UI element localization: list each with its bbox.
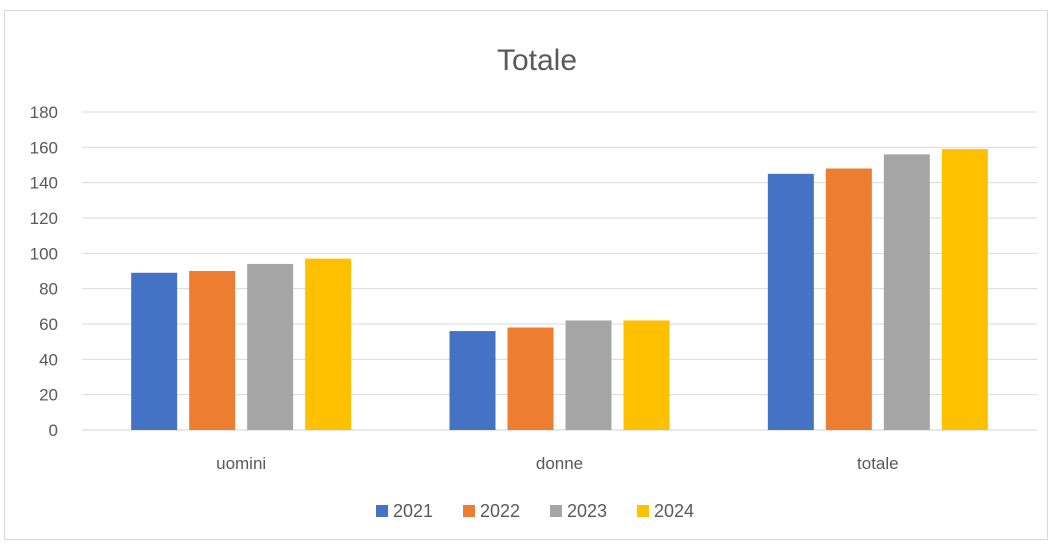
bars (131, 149, 988, 431)
bar-2022-totale (825, 168, 872, 431)
y-axis-tick-labels: 0 20 40 60 80 100 120 140 160 180 (30, 103, 58, 440)
bar-2023-uomini (247, 263, 294, 430)
bar-2023-donne (565, 320, 612, 430)
legend-label: 2021 (393, 501, 433, 521)
legend-label: 2023 (567, 501, 607, 521)
y-tick-label: 60 (39, 315, 58, 334)
chart-frame (4, 10, 1048, 540)
y-tick-label: 120 (30, 209, 58, 228)
y-tick-label: 160 (30, 138, 58, 157)
x-category-label: totale (857, 454, 899, 473)
y-tick-label: 80 (39, 280, 58, 299)
y-tick-label: 0 (49, 421, 58, 440)
legend-label: 2024 (654, 501, 694, 521)
y-tick-label: 40 (39, 350, 58, 369)
bar-2022-donne (507, 327, 554, 430)
legend-swatch-2022 (463, 505, 475, 517)
bar-2021-uomini (131, 272, 178, 430)
legend-swatch-2024 (637, 505, 649, 517)
legend-swatch-2021 (376, 505, 388, 517)
legend-swatch-2023 (550, 505, 562, 517)
y-tick-label: 100 (30, 244, 58, 263)
y-tick-label: 140 (30, 174, 58, 193)
legend: 2021 2022 2023 2024 (376, 501, 694, 521)
bar-2021-totale (767, 173, 814, 431)
x-category-label: donne (536, 454, 583, 473)
x-axis-category-labels: uomini donne totale (216, 454, 899, 473)
chart-title: Totale (497, 44, 577, 77)
gridlines (82, 111, 1037, 431)
bar-2024-totale (941, 149, 988, 430)
bar-2024-uomini (305, 258, 352, 430)
bar-2024-donne (623, 320, 670, 430)
bar-2021-donne (449, 331, 496, 430)
y-tick-label: 20 (39, 386, 58, 405)
bar-2023-totale (883, 154, 930, 430)
legend-label: 2022 (480, 501, 520, 521)
bar-2022-uomini (189, 271, 236, 430)
y-tick-label: 180 (30, 103, 58, 122)
x-category-label: uomini (216, 454, 266, 473)
